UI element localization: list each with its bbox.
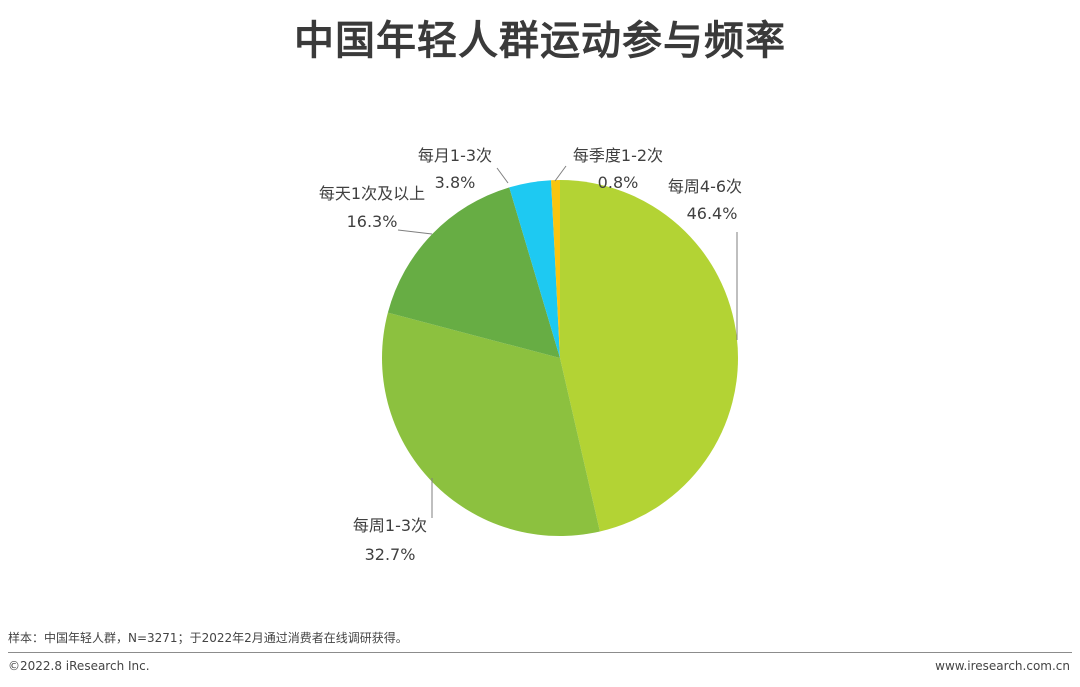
footer-divider xyxy=(8,652,1072,653)
pie-slice xyxy=(382,312,600,536)
website-link[interactable]: www.iresearch.com.cn xyxy=(935,659,1070,673)
slice-labels: 每周4-6次 46.4% 每周1-3次 32.7% 每天1次及以上 16.3% 每月1-3次… xyxy=(319,146,742,564)
slice-value-label: 46.4% xyxy=(687,204,738,223)
slice-name-label: 每季度1-2次 xyxy=(573,146,663,165)
leader-line xyxy=(496,167,509,184)
slice-value-label: 3.8% xyxy=(435,173,476,192)
slice-name-label: 每周1-3次 xyxy=(353,516,427,535)
copyright-text: ©2022.8 iResearch Inc. xyxy=(8,659,150,673)
slice-name-label: 每天1次及以上 xyxy=(319,184,425,203)
leader-line xyxy=(554,165,567,182)
slice-value-label: 16.3% xyxy=(347,212,398,231)
pie-slice xyxy=(551,180,560,358)
pie-slice xyxy=(560,180,738,532)
sample-note: 样本：中国年轻人群，N=3271；于2022年2月通过消费者在线调研获得。 xyxy=(8,631,408,645)
leader-lines xyxy=(397,165,738,518)
pie-chart: 每周4-6次 46.4% 每周1-3次 32.7% 每天1次及以上 16.3% 每月1-3次… xyxy=(319,146,742,564)
pie-slice xyxy=(387,187,560,358)
pie-slices xyxy=(382,180,738,536)
slice-value-label: 32.7% xyxy=(365,545,416,564)
slice-name-label: 每月1-3次 xyxy=(418,146,492,165)
slice-name-label: 每周4-6次 xyxy=(668,177,742,196)
slice-value-label: 0.8% xyxy=(598,173,639,192)
pie-slice xyxy=(509,180,560,358)
chart-title: 中国年轻人群运动参与频率 xyxy=(294,18,786,64)
leader-line xyxy=(397,229,433,235)
